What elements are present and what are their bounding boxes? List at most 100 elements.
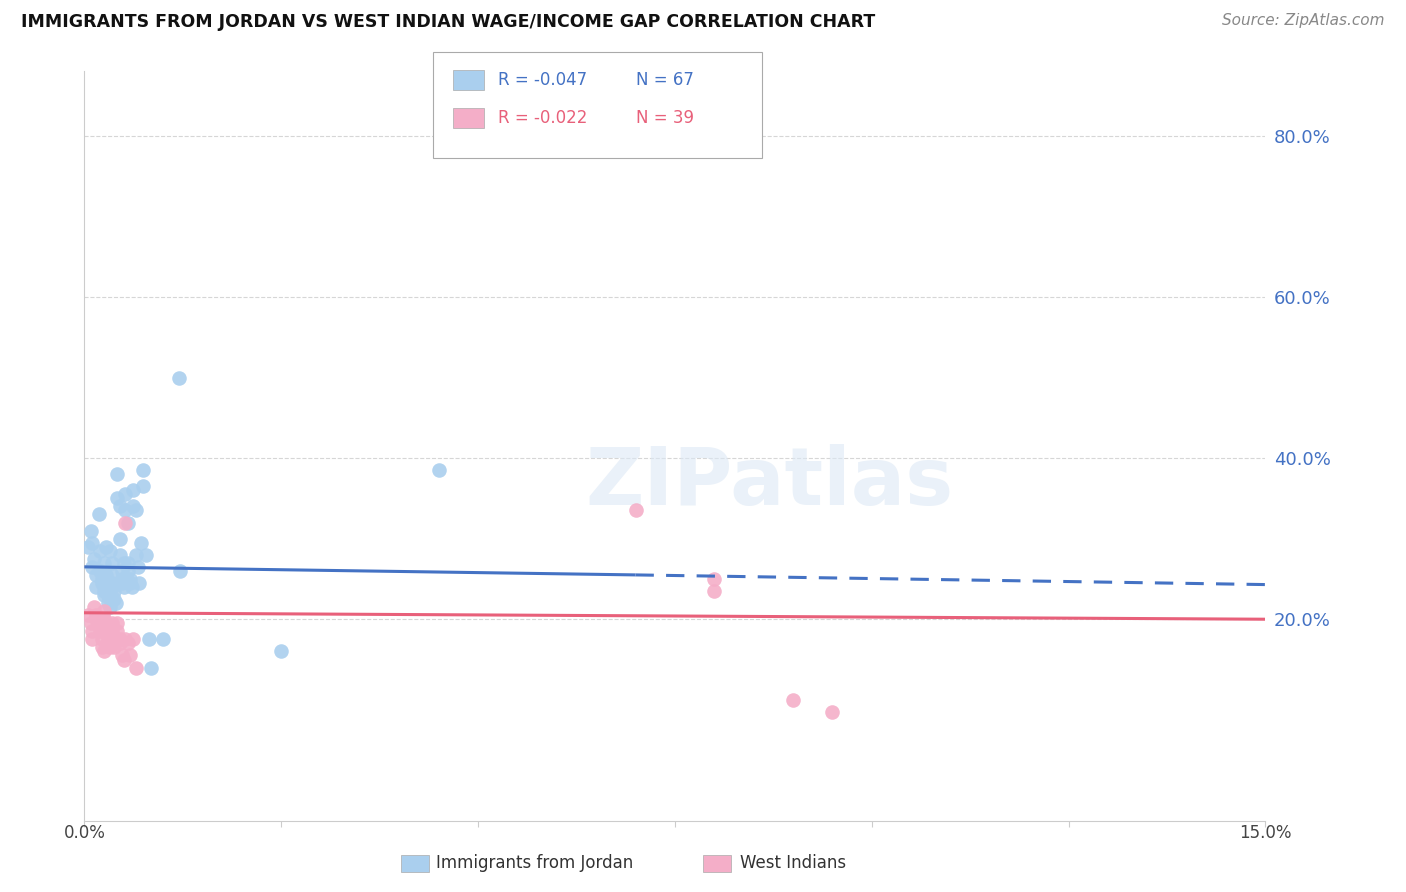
Point bbox=[112, 556, 135, 570]
Point bbox=[121, 580, 143, 594]
Point bbox=[98, 543, 121, 558]
Point bbox=[152, 632, 174, 647]
Point bbox=[107, 624, 129, 639]
Text: Source: ZipAtlas.com: Source: ZipAtlas.com bbox=[1222, 13, 1385, 29]
Point bbox=[101, 576, 124, 591]
Point bbox=[79, 616, 101, 631]
Point bbox=[124, 503, 146, 517]
Point bbox=[124, 660, 146, 674]
Point bbox=[89, 543, 111, 558]
Point bbox=[90, 576, 112, 591]
Point bbox=[103, 640, 125, 655]
Point bbox=[122, 632, 145, 647]
Point bbox=[703, 584, 725, 599]
Point bbox=[114, 503, 136, 517]
Point bbox=[77, 540, 100, 554]
Point bbox=[90, 572, 112, 586]
Point bbox=[96, 568, 118, 582]
Point bbox=[98, 600, 121, 615]
Point bbox=[118, 572, 141, 586]
Point bbox=[124, 548, 146, 562]
Point bbox=[93, 612, 115, 626]
Point bbox=[108, 548, 131, 562]
Point bbox=[97, 596, 120, 610]
Text: West Indians: West Indians bbox=[740, 855, 845, 872]
Point bbox=[703, 572, 725, 586]
Point bbox=[84, 608, 107, 623]
Point bbox=[97, 584, 120, 599]
Point bbox=[167, 370, 190, 384]
Point bbox=[93, 556, 115, 570]
Point bbox=[117, 564, 139, 578]
Point bbox=[108, 532, 131, 546]
Text: IMMIGRANTS FROM JORDAN VS WEST INDIAN WAGE/INCOME GAP CORRELATION CHART: IMMIGRANTS FROM JORDAN VS WEST INDIAN WA… bbox=[21, 13, 876, 31]
Point bbox=[101, 556, 124, 570]
Point bbox=[97, 588, 120, 602]
Point bbox=[108, 632, 131, 647]
Point bbox=[82, 624, 104, 639]
Point bbox=[82, 535, 104, 549]
Point bbox=[101, 624, 124, 639]
Text: ZIPatlas: ZIPatlas bbox=[585, 444, 953, 523]
Point bbox=[127, 559, 149, 574]
Point bbox=[97, 632, 120, 647]
Point bbox=[82, 559, 104, 574]
Point bbox=[90, 632, 112, 647]
Point bbox=[821, 705, 844, 719]
Point bbox=[114, 516, 136, 530]
Point bbox=[427, 463, 450, 477]
Point bbox=[93, 604, 115, 618]
Point bbox=[169, 564, 191, 578]
Point bbox=[83, 600, 105, 615]
Point bbox=[122, 483, 145, 498]
Point bbox=[108, 636, 131, 650]
Point bbox=[128, 576, 150, 591]
Text: N = 39: N = 39 bbox=[636, 109, 693, 127]
Point bbox=[114, 632, 136, 647]
Point bbox=[114, 487, 136, 501]
Point bbox=[117, 636, 139, 650]
Point bbox=[108, 500, 131, 514]
Point bbox=[141, 660, 163, 674]
Point bbox=[118, 648, 141, 663]
Point bbox=[96, 540, 118, 554]
Point bbox=[93, 584, 115, 599]
Point bbox=[118, 576, 141, 591]
Point bbox=[90, 640, 112, 655]
Point bbox=[101, 580, 124, 594]
Point bbox=[77, 608, 100, 623]
Point bbox=[89, 564, 111, 578]
Point bbox=[101, 568, 124, 582]
Point bbox=[87, 508, 110, 522]
Point bbox=[93, 588, 115, 602]
Point bbox=[117, 516, 139, 530]
Point bbox=[96, 572, 118, 586]
Text: 15.0%: 15.0% bbox=[1239, 824, 1292, 842]
Point bbox=[129, 535, 152, 549]
Point bbox=[138, 632, 160, 647]
Point bbox=[103, 592, 125, 607]
Point bbox=[103, 584, 125, 599]
Point bbox=[96, 616, 118, 631]
Point bbox=[79, 524, 101, 538]
Point bbox=[97, 628, 120, 642]
Point bbox=[122, 500, 145, 514]
Point bbox=[107, 467, 129, 482]
Point bbox=[87, 616, 110, 631]
Point bbox=[84, 612, 107, 626]
Point bbox=[624, 503, 647, 517]
Point bbox=[111, 576, 134, 591]
Point bbox=[93, 644, 115, 658]
Text: R = -0.047: R = -0.047 bbox=[498, 71, 586, 89]
Point bbox=[96, 620, 118, 634]
Text: R = -0.022: R = -0.022 bbox=[498, 109, 588, 127]
Point bbox=[132, 463, 155, 477]
Point bbox=[117, 556, 139, 570]
Point bbox=[83, 551, 105, 566]
Point bbox=[111, 572, 134, 586]
Point bbox=[111, 648, 134, 663]
Point bbox=[103, 632, 125, 647]
Point bbox=[132, 479, 155, 493]
Text: N = 67: N = 67 bbox=[636, 71, 693, 89]
Point bbox=[111, 564, 134, 578]
